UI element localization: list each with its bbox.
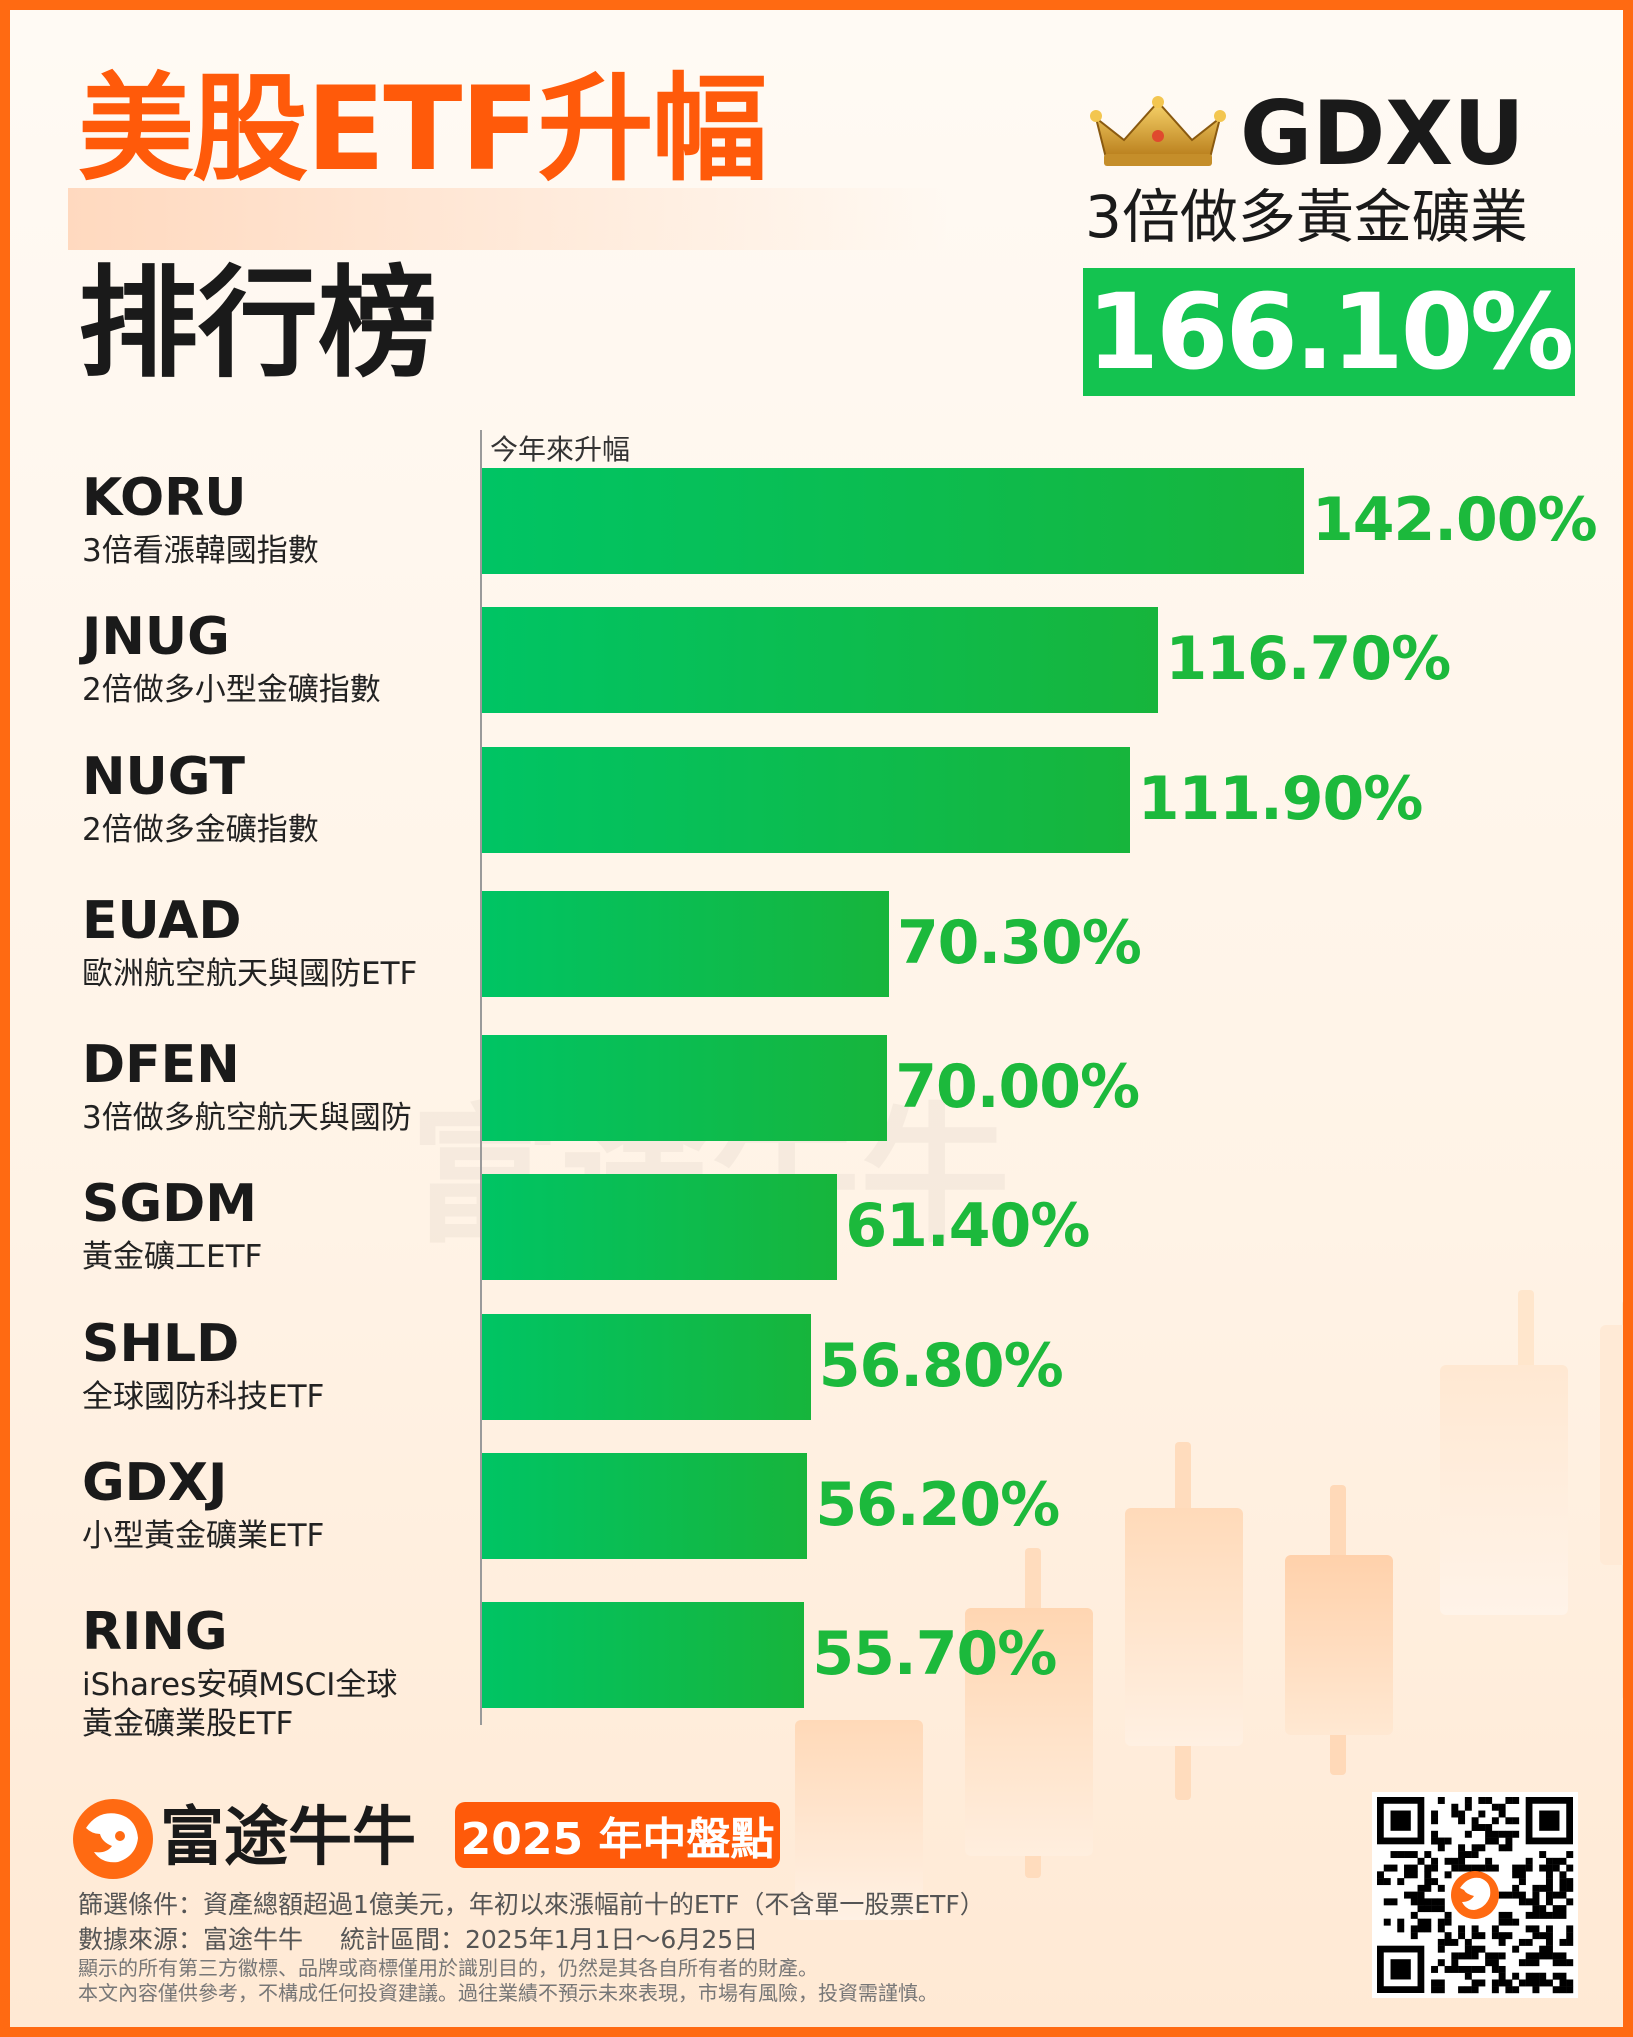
- ticker-description: iShares安碩MSCI全球黃金礦業股ETF: [82, 1667, 398, 1742]
- ticker-description: 2倍做多金礦指數: [82, 812, 319, 848]
- value-label: 111.90%: [1137, 764, 1424, 834]
- crown-icon: [1090, 96, 1226, 166]
- bar-ring: [482, 1602, 805, 1708]
- ticker-description: 3倍做多航空航天與國防: [82, 1100, 412, 1136]
- ticker-label: SHLD: [82, 1314, 240, 1374]
- bar-gdxj: [482, 1453, 808, 1559]
- bar-sgdm: [482, 1174, 838, 1280]
- value-label: 116.70%: [1165, 624, 1452, 694]
- source-text: 數據來源：富途牛牛: [78, 1925, 304, 1954]
- disclaimer-2: 本文內容僅供參考，不構成任何投資建議。過往業績不預示未來表現，市場有風險，投資需…: [78, 1981, 938, 2005]
- bar-chart: 142.00% KORU 3倍看漲韓國指數 116.70% JNUG 2倍做多小型金礦指數…: [10, 10, 1623, 2027]
- top-ticker: GDXU: [1240, 82, 1525, 185]
- ticker-description: 黃金礦工ETF: [82, 1239, 263, 1275]
- bar-jnug: [482, 607, 1158, 713]
- ticker-label: GDXJ: [82, 1453, 228, 1513]
- bar-shld: [482, 1314, 811, 1420]
- value-label: 70.00%: [895, 1052, 1140, 1122]
- disclaimer-1: 顯示的所有第三方徽標、品牌或商標僅用於識別目的，仍然是其各自所有者的財產。: [78, 1956, 818, 1980]
- ticker-label: DFEN: [82, 1035, 240, 1095]
- ticker-label: KORU: [82, 468, 247, 528]
- ticker-label: SGDM: [82, 1174, 258, 1234]
- ticker-description: 歐洲航空航天與國防ETF: [82, 956, 418, 992]
- y-axis-line: [480, 430, 482, 1725]
- top-ticker-name: 3倍做多黃金礦業: [1085, 183, 1528, 251]
- criteria-text: 篩選條件：資產總額超過1億美元，年初以來漲幅前十的ETF（不含單一股票ETF）: [78, 1890, 985, 1919]
- value-label: 55.70%: [812, 1619, 1057, 1689]
- bar-euad: [482, 891, 889, 997]
- top-value-box: 166.10%: [1083, 268, 1575, 396]
- ticker-label: NUGT: [82, 747, 245, 807]
- ticker-description: 小型黃金礦業ETF: [82, 1518, 325, 1554]
- ticker-label: RING: [82, 1602, 228, 1662]
- ticker-description: 2倍做多小型金礦指數: [82, 672, 381, 708]
- bar-nugt: [482, 747, 1130, 853]
- qr-code-icon[interactable]: [1372, 1792, 1578, 1998]
- ticker-label: JNUG: [82, 607, 230, 667]
- logo-text: 富途牛牛: [160, 1801, 416, 1875]
- top-value: 166.10%: [1086, 271, 1575, 393]
- ticker-description: 3倍看漲韓國指數: [82, 533, 319, 569]
- period-text: 統計區間：2025年1月1日～6月25日: [340, 1925, 759, 1954]
- value-label: 70.30%: [896, 908, 1142, 978]
- value-label: 61.40%: [845, 1191, 1090, 1261]
- year-badge: 2025 年中盤點: [455, 1802, 780, 1868]
- page-subtitle: 排行榜: [78, 255, 438, 394]
- bar-dfen: [482, 1035, 888, 1141]
- futu-logo-icon: [73, 1799, 153, 1879]
- bar-koru: [482, 468, 1304, 574]
- title-highlight: [68, 188, 948, 250]
- page-title: 美股ETF升幅: [78, 62, 768, 197]
- value-label: 142.00%: [1312, 485, 1598, 555]
- ticker-description: 全球國防科技ETF: [82, 1379, 325, 1415]
- value-label: 56.20%: [815, 1470, 1060, 1540]
- value-label: 56.80%: [818, 1331, 1064, 1401]
- ticker-label: EUAD: [82, 891, 242, 951]
- axis-label: 今年來升幅: [490, 433, 631, 466]
